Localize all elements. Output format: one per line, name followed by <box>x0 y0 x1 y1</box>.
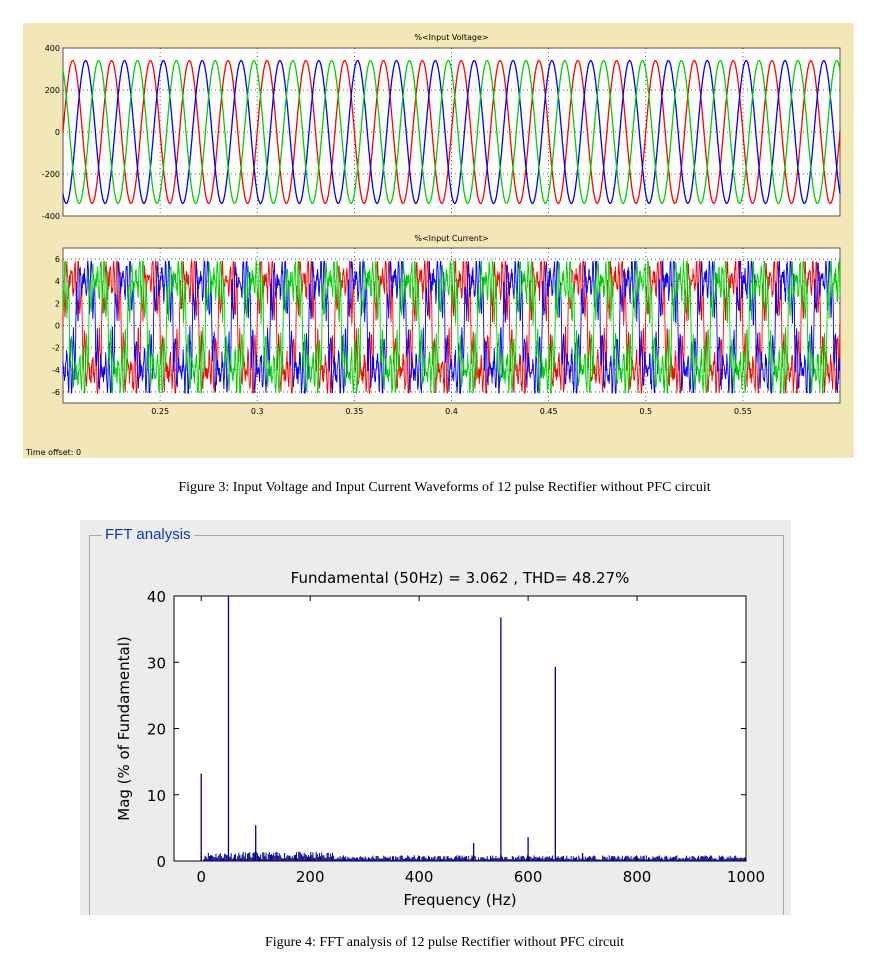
fft-panel-label: FFT analysis <box>102 526 194 543</box>
scope-ytick-label: 400 <box>45 44 60 53</box>
scope-xtick-label: 0.45 <box>540 407 558 416</box>
fft-ytick-label: 0 <box>156 853 166 871</box>
fft-xtick-label: 200 <box>296 868 325 886</box>
time-offset-label: Time offset: 0 <box>25 448 81 457</box>
scope-ytick-label: -6 <box>52 388 60 397</box>
scope-ytick-label: -400 <box>42 212 60 221</box>
fft-xtick-label: 800 <box>623 868 652 886</box>
scope-ytick-label: -4 <box>52 366 60 375</box>
fft-axes <box>173 595 747 862</box>
fft-ytick-label: 30 <box>147 654 166 672</box>
scope-xtick-label: 0.4 <box>445 407 458 416</box>
scope-figure: 400 200 0 -200 -400 %<Input Voltage> 6 4 2 0 -2 -4 -… <box>23 23 854 458</box>
figure-3-caption: Figure 3: Input Voltage and Input Curren… <box>178 480 711 495</box>
fft-title: Fundamental (50Hz) = 3.062 , THD= 48.27% <box>291 569 630 587</box>
fft-ytick-label: 20 <box>147 721 166 739</box>
scope-ytick-label: 6 <box>55 255 60 264</box>
scope-plots: 400 200 0 -200 -400 %<Input Voltage> 6 4 2 0 -2 -4 -… <box>25 33 841 457</box>
fft-frame <box>89 535 784 915</box>
fft-ylabel: Mag (% of Fundamental) <box>115 636 133 821</box>
scope-xtick-label: 0.25 <box>151 407 169 416</box>
fft-xtick-label: 400 <box>405 868 434 886</box>
fft-xtick-label: 600 <box>514 868 543 886</box>
scope-series-phase_b <box>62 59 841 205</box>
fft-analysis-panel: FFT analysis Fundamental (50Hz) = 3.062 … <box>80 520 791 915</box>
scope-ytick-label: -2 <box>52 344 60 353</box>
fft-xtick-label: 0 <box>196 868 206 886</box>
scope-xtick-label: 0.55 <box>734 407 752 416</box>
scope-ytick-label: -200 <box>42 170 60 179</box>
scope-xtick-label: 0.5 <box>639 407 652 416</box>
scope-ytick-label: 200 <box>45 86 60 95</box>
scope-series-phase_c <box>62 260 841 395</box>
scope-series-phase_c <box>62 59 841 205</box>
scope-title: %<Input Current> <box>414 234 488 243</box>
fft-plot: Fundamental (50Hz) = 3.062 , THD= 48.27%… <box>115 569 765 909</box>
scope-ytick-label: 2 <box>55 299 60 308</box>
fft-ytick-label: 40 <box>147 588 166 606</box>
scope-ytick-label: 4 <box>55 277 60 286</box>
fft-ytick-label: 10 <box>147 787 166 805</box>
fft-xtick-label: 1000 <box>727 868 765 886</box>
scope-title: %<Input Voltage> <box>414 33 488 42</box>
fft-xlabel: Frequency (Hz) <box>403 891 516 909</box>
scope-series-phase_a <box>62 59 841 205</box>
fft-noise-floor <box>203 851 746 861</box>
figure-4-caption: Figure 4: FFT analysis of 12 pulse Recti… <box>264 935 625 950</box>
scope-series-phase_a <box>62 259 841 395</box>
scope-ytick-label: 0 <box>55 128 60 137</box>
scope-ytick-label: 0 <box>55 322 60 331</box>
scope-xtick-label: 0.35 <box>345 407 363 416</box>
scope-xtick-label: 0.3 <box>251 407 264 416</box>
